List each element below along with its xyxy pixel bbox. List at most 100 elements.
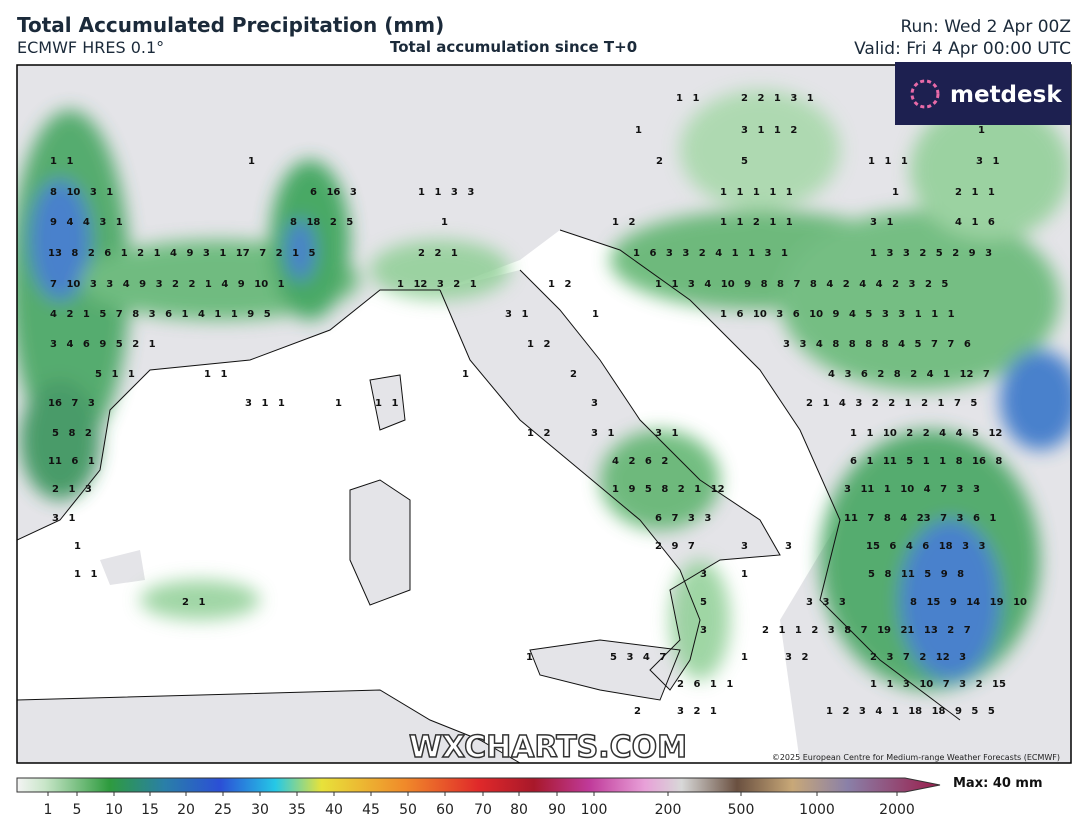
precip-label: 6 16 3: [310, 187, 357, 198]
colorbar-tick-label: 70: [474, 802, 492, 818]
logo-box: [895, 62, 1071, 125]
precip-label: 5 8 2: [52, 428, 92, 439]
precip-label: 1 1 2 1 1: [720, 217, 793, 228]
coastlines: [17, 229, 961, 763]
precip-label: 2 2 1: [418, 248, 458, 259]
precip-label: 3 1: [52, 513, 75, 524]
precip-label: 8 15 9 14 19 10: [910, 597, 1027, 608]
precip-label: 1: [74, 541, 81, 552]
precip-label: 3 11 1 10 4 7 3 3: [844, 484, 980, 495]
precip-label: 2 6 1 1: [677, 679, 733, 690]
precip-label: 1 1: [50, 156, 73, 167]
precip-label: 16 7 3: [48, 398, 95, 409]
precip-label: 1 9 5 8 2 1 12: [612, 484, 725, 495]
precip-label: 1 3 3 2 5 2 9 3: [870, 248, 992, 259]
precip-label: 1 6 3 3 2 4 1 1 3 1: [633, 248, 788, 259]
precip-label: 1 2: [612, 217, 635, 228]
precip-label: 1: [441, 217, 448, 228]
precip-label: 1: [978, 125, 985, 136]
run-time: Run: Wed 2 Apr 00Z: [900, 17, 1071, 37]
precip-label: 3 1: [591, 428, 614, 439]
precip-label: 1 2: [527, 339, 550, 350]
precip-label: 3: [741, 541, 748, 552]
precip-label: 15 6 4 6 18 3 3: [866, 541, 986, 552]
colorbar-tick-label: 90: [548, 802, 566, 818]
precip-label: 1 1 10 2 2 4 4 5 12: [850, 428, 1002, 439]
precip-label: 4 2 1 5 7 8 3 6 1 4 1 1 9 5: [50, 309, 271, 320]
precip-label: 1 2: [527, 428, 550, 439]
precip-label: 2 2 1 3 1: [741, 93, 814, 104]
precip-label: 2 1 1: [955, 187, 995, 198]
precip-label: 1 2: [548, 279, 571, 290]
logo-text: metdesk: [950, 82, 1062, 108]
precip-label: 3 2 1: [677, 706, 717, 717]
precip-shading: [17, 90, 1071, 690]
precip-label: 4 2 6 2: [612, 456, 668, 467]
precip-label: 3: [785, 541, 792, 552]
precip-label: 2 3 7 2 12 3: [870, 652, 966, 663]
model: ECMWF HRES 0.1°: [17, 38, 164, 57]
colorbar-ticks: 1 5 10 15 20 25 30 35 40 45 50 60 70 80 90 100 200 500 100…: [44, 792, 915, 818]
precip-label: 2 1 4 3 2 2 1 2 1 7 5: [806, 398, 977, 409]
colorbar-tick-label: 500: [728, 802, 755, 818]
subtitle: Total accumulation since T+0: [390, 38, 637, 56]
precip-label: 1: [248, 156, 255, 167]
precip-label: 9 4 4 3 1: [50, 217, 123, 228]
logo: metdesk: [895, 62, 1071, 125]
colorbar-tick-label: 5: [73, 802, 82, 818]
logo-icon: [910, 79, 940, 109]
precip-label: 8 10 3 1: [50, 187, 113, 198]
precip-label: 1: [462, 369, 469, 380]
precip-label: 2 1: [182, 597, 205, 608]
precip-label: 5 8 11 5 9 8: [868, 569, 964, 580]
colorbar-tick-label: 45: [362, 802, 380, 818]
precip-label: 11 7 8 4 23 7 3 6 1: [844, 513, 996, 524]
precip-label: 3: [591, 398, 598, 409]
colorbar-tick-label: 40: [325, 802, 343, 818]
precip-label: 1: [741, 652, 748, 663]
precip-label: 3 1: [976, 156, 999, 167]
precip-label: 13 8 2 6 1 2 1 4 9 3 1 17 7 2 1 5: [48, 248, 316, 259]
precip-label: 2 9 7: [655, 541, 695, 552]
precip-label: 1: [741, 569, 748, 580]
precip-label: 1 1: [676, 93, 699, 104]
precip-label: 3 3 3: [806, 597, 846, 608]
colorbar-tick-label: 1000: [799, 802, 835, 818]
precip-label: 2: [656, 156, 663, 167]
valid-time: Valid: Fri 4 Apr 00:00 UTC: [854, 39, 1071, 59]
precip-label: 1 1 3 4 10 9 8 8 7 8 4 2 4 4 2 3 2 5: [655, 279, 948, 290]
precip-label: 8 18 2 5: [290, 217, 353, 228]
watermark: WXCHARTS.COM: [409, 730, 687, 765]
precip-label: 2: [570, 369, 577, 380]
precip-label: 5 3 4 7: [610, 652, 666, 663]
colorbar-tick-label: 20: [177, 802, 195, 818]
precip-label: 5: [700, 597, 707, 608]
title: Total Accumulated Precipitation (mm): [17, 13, 444, 37]
colorbar-tick-label: 100: [581, 802, 608, 818]
precip-label: 1: [892, 187, 899, 198]
colorbar-tick-label: 10: [105, 802, 123, 818]
precip-label: 3 4 6 9 5 2 1: [50, 339, 156, 350]
precip-label: 3 1 1 2: [741, 125, 797, 136]
precip-label: 2 1 1 2 3 8 7 19 21 13 2 7: [762, 625, 971, 636]
precip-label: 4 1 6: [955, 217, 995, 228]
colorbar-tick-label: 35: [288, 802, 306, 818]
precip-label: 1 1: [375, 398, 398, 409]
precip-label: 1 1 1 1 1: [720, 187, 793, 198]
precip-label: 3 2: [785, 652, 808, 663]
precip-label: 3: [700, 569, 707, 580]
precip-label: 1: [526, 652, 533, 663]
colorbar-max: Max: 40 mm: [953, 776, 1043, 791]
copyright: ©2025 European Centre for Medium-range W…: [772, 753, 1060, 762]
precip-label: 1: [635, 125, 642, 136]
precip-label: 1 1: [204, 369, 227, 380]
precip-label: 4 3 6 2 8 2 4 1 12 7: [828, 369, 990, 380]
precip-label: 5: [741, 156, 748, 167]
colorbar-tick-label: 25: [214, 802, 232, 818]
precip-label: 1 1 1: [868, 156, 908, 167]
colorbar-tick-label: 2000: [879, 802, 915, 818]
precip-label: 3: [700, 625, 707, 636]
